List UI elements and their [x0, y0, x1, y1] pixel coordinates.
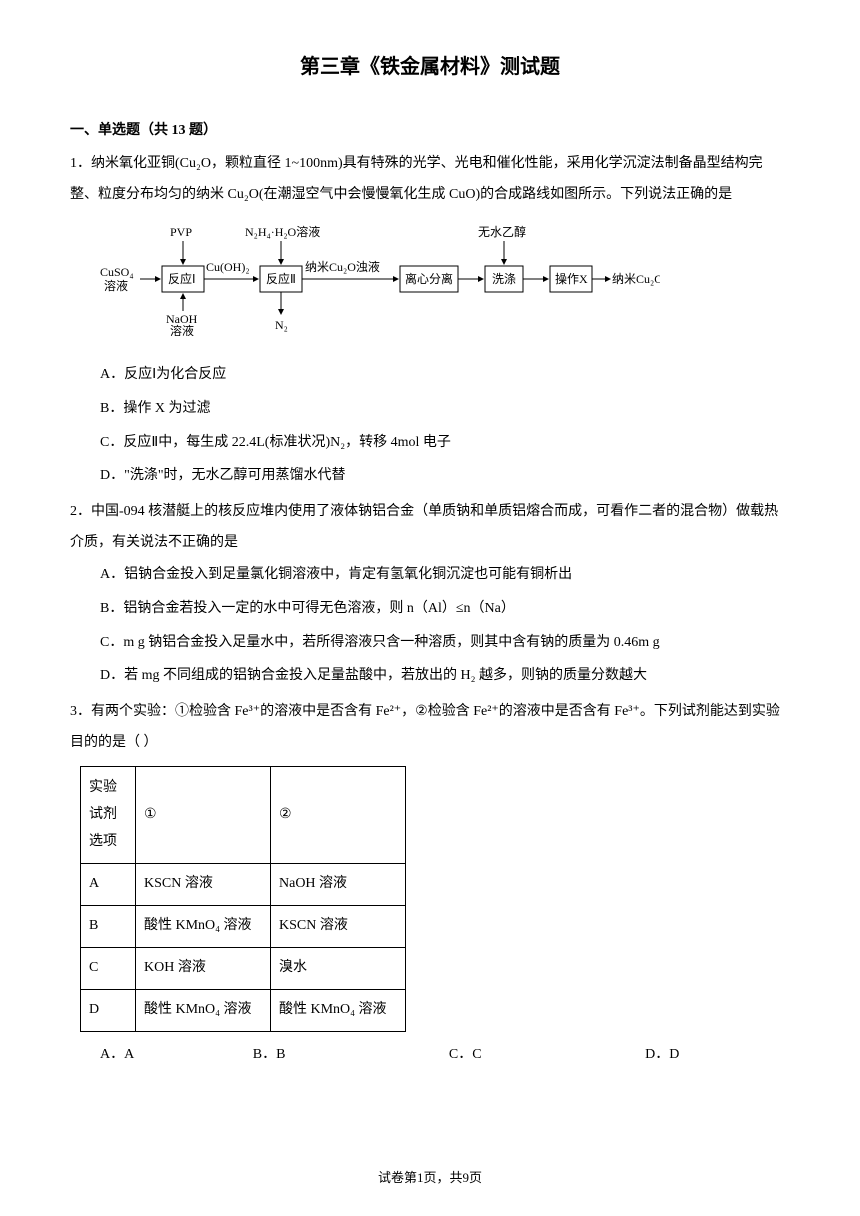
label-cuso4: CuSO₄ — [100, 265, 134, 279]
row-d-c2: 酸性 KMnO₄ 溶液 — [271, 995, 405, 1026]
q1-stem: 1．纳米氧化亚铜(Cu₂O，颗粒直径 1~100nm)具有特殊的光学、光电和催化… — [70, 149, 790, 211]
question-3: 3．有两个实验：①检验含 Fe³⁺的溶液中是否含有 Fe²⁺，②检验含 Fe²⁺… — [70, 697, 790, 1071]
label-product: 纳米Cu₂O — [612, 272, 660, 286]
q3-stem: 3．有两个实验：①检验含 Fe³⁺的溶液中是否含有 Fe²⁺，②检验含 Fe²⁺… — [70, 697, 790, 759]
label-naoh-2: 溶液 — [170, 323, 194, 336]
label-cuoh2: Cu(OH)₂ — [206, 260, 250, 274]
ans-d: D．D — [645, 1040, 679, 1071]
q2-option-b: B．铝钠合金若投入一定的水中可得无色溶液，则 n（Al）≤n（Na） — [70, 592, 790, 626]
box-rxn1: 反应Ⅰ — [168, 271, 196, 286]
header-c1: ① — [136, 800, 270, 831]
box-centrifuge: 离心分离 — [405, 271, 453, 286]
ans-b: B．B — [253, 1040, 286, 1071]
table-row: C KOH 溶液 溴水 — [81, 948, 406, 990]
table-row: A KSCN 溶液 NaOH 溶液 — [81, 864, 406, 906]
ans-a: A．A — [100, 1040, 134, 1071]
box-opx: 操作X — [555, 271, 588, 286]
table-row: D 酸性 KMnO₄ 溶液 酸性 KMnO₄ 溶液 — [81, 990, 406, 1032]
row-a-c2: NaOH 溶液 — [271, 869, 405, 900]
q1-option-d: D．"洗涤"时，无水乙醇可用蒸馏水代替 — [70, 459, 790, 493]
label-cuso4-2: 溶液 — [104, 278, 128, 293]
header-c0: 实验试剂选项 — [81, 767, 135, 863]
section-header: 一、单选题（共 13 题） — [70, 119, 790, 139]
box-wash: 洗涤 — [492, 272, 516, 286]
box-rxn2: 反应Ⅱ — [266, 271, 296, 286]
label-pvp: PVP — [170, 225, 192, 239]
label-turbid: 纳米Cu₂O浊液 — [305, 259, 380, 274]
question-2: 2．中国-094 核潜艇上的核反应堆内使用了液体钠铝合金（单质钠和单质铝熔合而成… — [70, 497, 790, 693]
question-1: 1．纳米氧化亚铜(Cu₂O，颗粒直径 1~100nm)具有特殊的光学、光电和催化… — [70, 149, 790, 493]
label-ethanol: 无水乙醇 — [478, 224, 526, 239]
q3-answer-options: A．A B．B C．C D．D — [70, 1040, 790, 1071]
q2-option-a: A．铝钠合金投入到足量氯化铜溶液中，肯定有氢氧化铜沉淀也可能有铜析出 — [70, 558, 790, 592]
q1-option-c: C．反应Ⅱ中，每生成 22.4L(标准状况)N₂，转移 4mol 电子 — [70, 426, 790, 460]
row-c-label: C — [81, 948, 135, 989]
q1-flow-diagram: CuSO₄ 溶液 反应Ⅰ PVP NaOH 溶液 Cu(OH)₂ 反应Ⅱ N₂H… — [100, 221, 790, 349]
q2-stem: 2．中国-094 核潜艇上的核反应堆内使用了液体钠铝合金（单质钠和单质铝熔合而成… — [70, 497, 790, 559]
page-footer: 试卷第1页，共9页 — [0, 1167, 860, 1186]
header-c2: ② — [271, 800, 405, 831]
label-n2h4: N₂H₄·H₂O溶液 — [245, 224, 320, 239]
q1-option-a: A．反应Ⅰ为化合反应 — [70, 358, 790, 392]
row-b-c2: KSCN 溶液 — [271, 911, 405, 942]
q2-option-d: D．若 mg 不同组成的铝钠合金投入足量盐酸中，若放出的 H₂ 越多，则钠的质量… — [70, 659, 790, 693]
page-title: 第三章《铁金属材料》测试题 — [70, 50, 790, 79]
table-header-row: 实验试剂选项 ① ② — [81, 767, 406, 864]
q1-option-b: B．操作 X 为过滤 — [70, 392, 790, 426]
row-c-c1: KOH 溶液 — [136, 953, 270, 984]
row-c-c2: 溴水 — [271, 953, 405, 984]
q3-table: 实验试剂选项 ① ② A KSCN 溶液 NaOH 溶液 B 酸性 KMnO₄ … — [80, 766, 406, 1032]
row-a-c1: KSCN 溶液 — [136, 869, 270, 900]
row-b-label: B — [81, 906, 135, 947]
table-row: B 酸性 KMnO₄ 溶液 KSCN 溶液 — [81, 906, 406, 948]
ans-c: C．C — [449, 1040, 482, 1071]
row-a-label: A — [81, 864, 135, 905]
row-d-label: D — [81, 990, 135, 1031]
q2-option-c: C．m g 钠铝合金投入足量水中，若所得溶液只含一种溶质，则其中含有钠的质量为 … — [70, 626, 790, 660]
row-d-c1: 酸性 KMnO₄ 溶液 — [136, 995, 270, 1026]
row-b-c1: 酸性 KMnO₄ 溶液 — [136, 911, 270, 942]
label-n2: N₂ — [275, 318, 288, 332]
